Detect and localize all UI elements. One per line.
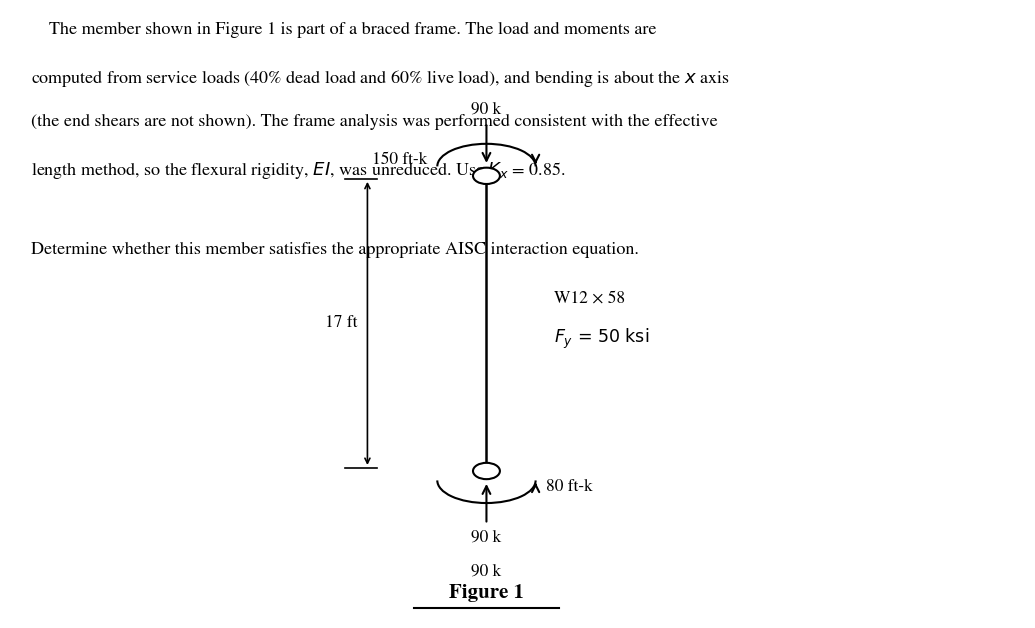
Text: Determine whether this member satisfies the appropriate AISC interaction equatio: Determine whether this member satisfies … [31,242,639,258]
Text: $F_y$ = 50 ksi: $F_y$ = 50 ksi [554,327,649,351]
Text: (the end shears are not shown). The frame analysis was performed consistent with: (the end shears are not shown). The fram… [31,114,718,130]
Text: W12 × 58: W12 × 58 [554,290,625,306]
Text: 90 k: 90 k [471,563,502,580]
Text: 90 k: 90 k [471,529,502,546]
Text: The member shown in Figure 1 is part of a braced frame. The load and moments are: The member shown in Figure 1 is part of … [31,22,656,38]
Circle shape [473,168,500,184]
Text: 80 ft-k: 80 ft-k [546,479,593,495]
Text: computed from service loads (40% dead load and 60% live load), and bending is ab: computed from service loads (40% dead lo… [31,68,730,89]
Text: 150 ft-k: 150 ft-k [372,151,426,168]
Circle shape [473,463,500,479]
Text: 90 k: 90 k [471,101,502,117]
Text: length method, so the flexural rigidity, $EI$, was unreduced. Use $K_x$ = 0.85.: length method, so the flexural rigidity,… [31,160,565,180]
Text: Figure 1: Figure 1 [449,585,524,602]
Text: 17 ft: 17 ft [325,315,357,332]
